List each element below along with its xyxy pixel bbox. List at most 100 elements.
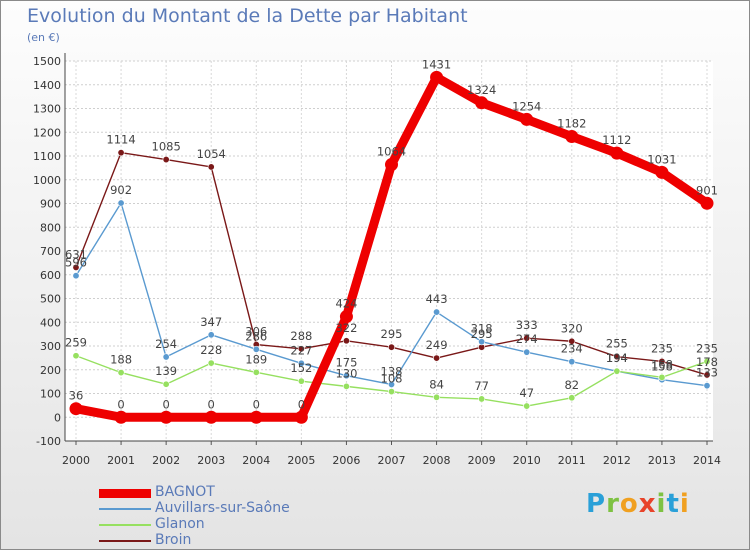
data-label: 189 bbox=[245, 352, 267, 366]
data-label: 227 bbox=[290, 343, 312, 357]
y-tick-label: 1500 bbox=[33, 55, 61, 68]
data-point bbox=[387, 380, 395, 388]
x-tick-label: 2006 bbox=[332, 454, 360, 467]
data-label: 235 bbox=[651, 341, 673, 355]
logo-letter: o bbox=[619, 489, 639, 519]
data-label: 1031 bbox=[647, 152, 676, 166]
legend-label-broin: Broin bbox=[155, 532, 192, 548]
y-tick-label: 0 bbox=[54, 411, 61, 424]
data-label: 333 bbox=[516, 318, 538, 332]
logo-letter: t bbox=[666, 489, 680, 519]
chart-title: Evolution du Montant de la Dette par Hab… bbox=[27, 5, 468, 27]
data-label: 82 bbox=[564, 378, 579, 392]
data-point bbox=[385, 158, 398, 172]
data-label: 0 bbox=[162, 397, 169, 411]
y-tick-label: 1200 bbox=[33, 126, 61, 139]
logo-letter: i bbox=[656, 489, 667, 519]
data-point bbox=[342, 382, 350, 390]
data-label: 0 bbox=[117, 397, 124, 411]
data-point bbox=[72, 352, 80, 360]
data-point bbox=[433, 393, 441, 401]
data-point bbox=[478, 395, 486, 403]
data-point bbox=[430, 70, 444, 84]
data-point bbox=[700, 196, 714, 210]
data-label: 1254 bbox=[512, 99, 541, 113]
data-point bbox=[252, 345, 260, 353]
x-tick-label: 2008 bbox=[423, 454, 451, 467]
data-point bbox=[162, 156, 170, 164]
data-label: 288 bbox=[290, 329, 312, 343]
data-point bbox=[72, 272, 80, 280]
data-label: 235 bbox=[696, 341, 718, 355]
legend-label-bagnot: BAGNOT bbox=[155, 484, 215, 500]
data-point bbox=[387, 343, 395, 351]
data-label: 0 bbox=[298, 397, 305, 411]
data-label: 178 bbox=[696, 355, 718, 369]
data-label: 306 bbox=[245, 325, 267, 339]
y-tick-label: 1100 bbox=[33, 150, 61, 163]
x-tick-label: 2009 bbox=[468, 454, 496, 467]
x-tick-label: 2007 bbox=[378, 454, 406, 467]
y-tick-label: 500 bbox=[40, 293, 61, 306]
data-point bbox=[658, 357, 666, 365]
data-point bbox=[568, 337, 576, 345]
data-label: 347 bbox=[200, 315, 222, 329]
data-point bbox=[204, 410, 218, 424]
data-point bbox=[613, 353, 621, 361]
data-point bbox=[613, 367, 621, 375]
data-label: 902 bbox=[110, 183, 132, 197]
x-tick-label: 2004 bbox=[242, 454, 270, 467]
data-label: 1112 bbox=[602, 133, 631, 147]
data-point bbox=[475, 96, 489, 110]
data-point bbox=[249, 410, 263, 424]
data-label: 108 bbox=[381, 372, 403, 386]
data-label: 274 bbox=[516, 332, 538, 346]
legend-label-auvillars: Auvillars-sur-Saône bbox=[155, 500, 290, 516]
data-point bbox=[72, 263, 80, 271]
x-tick-label: 2010 bbox=[513, 454, 541, 467]
data-label: 188 bbox=[110, 353, 132, 367]
data-point bbox=[703, 371, 711, 379]
data-label: 596 bbox=[65, 256, 87, 270]
logo-letter: i bbox=[679, 489, 690, 519]
data-point bbox=[387, 388, 395, 396]
data-label: 0 bbox=[208, 397, 215, 411]
data-point bbox=[297, 359, 305, 367]
data-label: 152 bbox=[290, 361, 312, 375]
data-point bbox=[342, 372, 350, 380]
chart-unit: (en €) bbox=[27, 31, 60, 44]
data-point bbox=[433, 308, 441, 316]
data-label: 249 bbox=[426, 338, 448, 352]
data-point bbox=[162, 353, 170, 361]
data-label: 1054 bbox=[197, 147, 226, 161]
data-label: 139 bbox=[155, 364, 177, 378]
data-label: 259 bbox=[65, 336, 87, 350]
data-point bbox=[69, 402, 83, 416]
data-point bbox=[565, 130, 579, 144]
x-tick-label: 2012 bbox=[603, 454, 631, 467]
data-point bbox=[252, 368, 260, 376]
x-tick-label: 2003 bbox=[197, 454, 225, 467]
data-label: 194 bbox=[606, 351, 628, 365]
y-tick-label: 1300 bbox=[33, 103, 61, 116]
data-label: 133 bbox=[696, 366, 718, 380]
data-label: 234 bbox=[561, 342, 583, 356]
data-point bbox=[523, 402, 531, 410]
data-point bbox=[655, 165, 669, 179]
logo-letter: P bbox=[586, 489, 607, 519]
data-label: 0 bbox=[253, 397, 260, 411]
data-point bbox=[478, 338, 486, 346]
data-label: 194 bbox=[606, 351, 628, 365]
data-point bbox=[297, 345, 305, 353]
y-tick-label: 900 bbox=[40, 198, 61, 211]
y-tick-label: 1400 bbox=[33, 79, 61, 92]
data-point bbox=[297, 377, 305, 385]
data-point bbox=[433, 354, 441, 362]
data-label: 424 bbox=[335, 297, 357, 311]
y-tick-label: 1000 bbox=[33, 174, 61, 187]
data-label: 158 bbox=[651, 360, 673, 374]
y-tick-label: 700 bbox=[40, 245, 61, 258]
data-label: 175 bbox=[335, 356, 357, 370]
data-point bbox=[159, 410, 173, 424]
